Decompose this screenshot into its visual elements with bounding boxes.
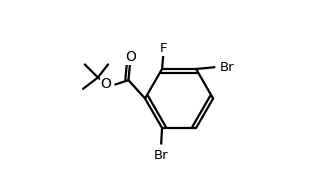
- Text: O: O: [125, 50, 135, 64]
- Text: Br: Br: [219, 61, 234, 74]
- Text: Br: Br: [154, 149, 169, 162]
- Text: O: O: [100, 77, 112, 91]
- Text: F: F: [160, 42, 167, 55]
